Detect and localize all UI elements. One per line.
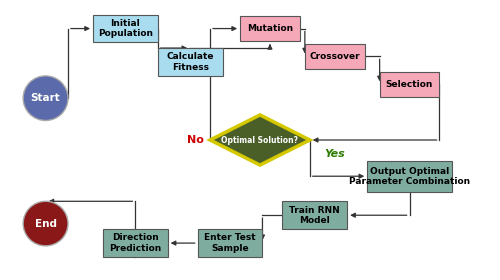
FancyBboxPatch shape (198, 229, 262, 257)
Text: No: No (186, 135, 204, 145)
Text: Output Optimal
Parameter Combination: Output Optimal Parameter Combination (349, 167, 470, 186)
Text: Start: Start (30, 93, 60, 103)
FancyBboxPatch shape (380, 72, 440, 97)
Polygon shape (210, 115, 310, 165)
Text: Initial
Population: Initial Population (98, 19, 153, 38)
Text: Crossover: Crossover (310, 52, 360, 61)
Text: Train RNN
Model: Train RNN Model (290, 206, 340, 225)
Text: Enter Test
Sample: Enter Test Sample (204, 234, 256, 253)
Text: End: End (34, 219, 56, 228)
Text: Calculate
Fitness: Calculate Fitness (166, 52, 214, 72)
Text: Selection: Selection (386, 80, 433, 89)
FancyBboxPatch shape (305, 44, 364, 69)
Ellipse shape (23, 201, 68, 246)
FancyBboxPatch shape (93, 15, 158, 43)
FancyBboxPatch shape (103, 229, 168, 257)
Text: Direction
Prediction: Direction Prediction (109, 234, 162, 253)
FancyBboxPatch shape (367, 161, 452, 192)
FancyBboxPatch shape (240, 16, 300, 41)
FancyBboxPatch shape (282, 201, 347, 229)
FancyBboxPatch shape (158, 48, 222, 76)
Text: Optimal Solution?: Optimal Solution? (222, 136, 298, 144)
Ellipse shape (23, 76, 68, 120)
Text: Mutation: Mutation (247, 24, 293, 33)
Text: Yes: Yes (324, 149, 345, 159)
